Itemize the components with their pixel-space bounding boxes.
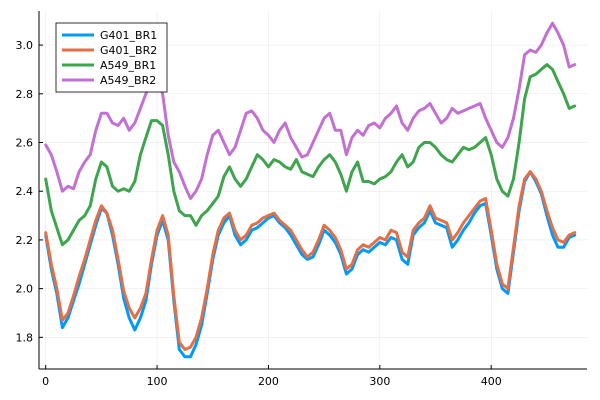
y-tick-label: 2.6 xyxy=(16,137,34,150)
series-lines xyxy=(44,21,577,359)
series-line-g401-br2 xyxy=(44,170,577,351)
series-line-a549-br2 xyxy=(44,21,577,200)
x-tick-label: 100 xyxy=(147,375,168,388)
y-tick-label: 2.8 xyxy=(16,88,34,101)
legend-label: A549_BR1 xyxy=(100,59,156,72)
legend-label: A549_BR2 xyxy=(100,74,156,87)
legend-label: G401_BR2 xyxy=(100,44,157,57)
x-tick-label: 0 xyxy=(42,375,49,388)
x-tick-label: 300 xyxy=(369,375,390,388)
y-tick-label: 3.0 xyxy=(16,39,34,52)
series-line-a549-br1 xyxy=(44,63,577,247)
legend: G401_BR1 G401_BR2 A549_BR1 A549_BR2 xyxy=(55,22,168,93)
y-tick-label: 2.0 xyxy=(16,283,34,296)
tick-labels: 0 100 200 300 400 1.8 2.0 2.2 2.4 2.6 2.8 3.0 xyxy=(16,39,502,388)
y-tick-label: 2.2 xyxy=(16,234,34,247)
y-tick-label: 2.4 xyxy=(16,185,34,198)
x-tick-label: 200 xyxy=(258,375,279,388)
legend-label: G401_BR1 xyxy=(100,29,157,42)
x-tick-label: 400 xyxy=(481,375,502,388)
y-tick-label: 1.8 xyxy=(16,331,34,344)
axes xyxy=(38,11,587,370)
